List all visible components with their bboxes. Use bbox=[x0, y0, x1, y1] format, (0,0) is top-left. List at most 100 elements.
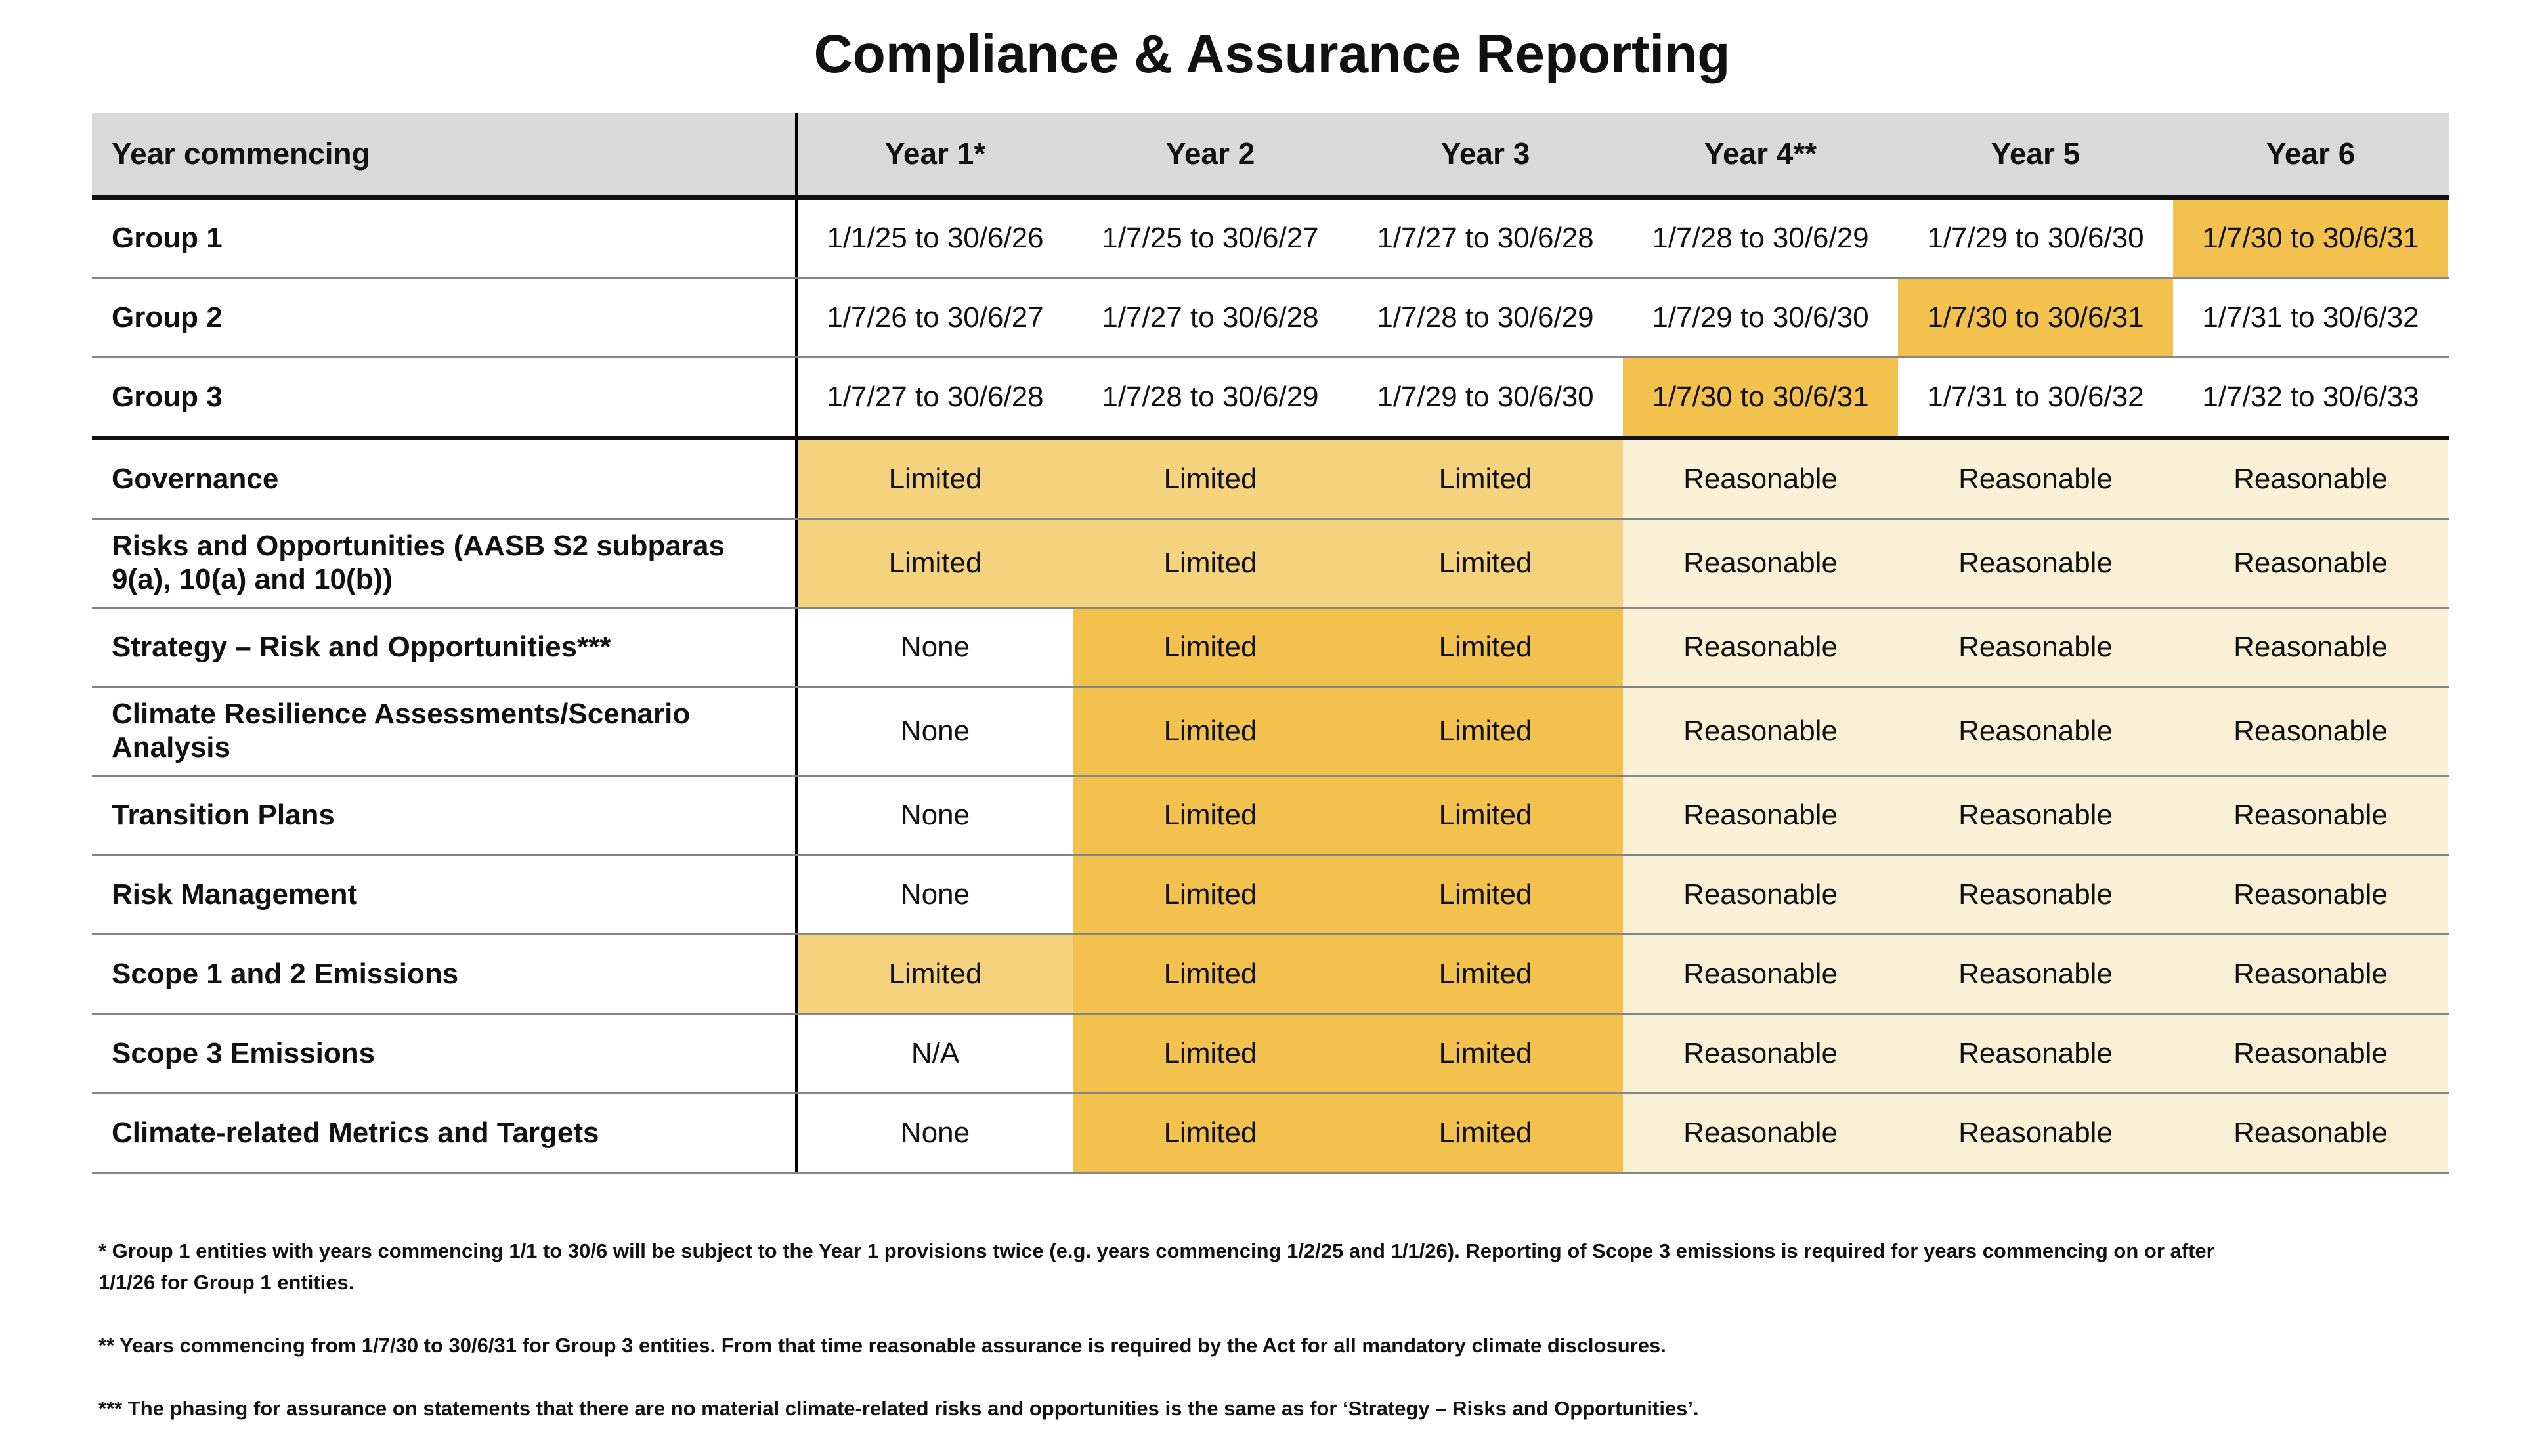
assurance-cell: Limited bbox=[1348, 609, 1623, 686]
row-label: Group 2 bbox=[92, 279, 798, 356]
row-label: Risks and Opportunities (AASB S2 subpara… bbox=[92, 520, 798, 607]
table-row-strategy: Strategy – Risk and Opportunities*** Non… bbox=[92, 609, 2449, 688]
period-cell: 1/7/28 to 30/6/29 bbox=[1377, 301, 1594, 333]
row-label: Climate-related Metrics and Targets bbox=[92, 1094, 798, 1172]
assurance-cell: Reasonable bbox=[1623, 520, 1898, 607]
footnote-2: ** Years commencing from 1/7/30 to 30/6/… bbox=[98, 1334, 1666, 1358]
period-cell: 1/7/25 to 30/6/27 bbox=[1102, 221, 1319, 254]
assurance-cell: Reasonable bbox=[1623, 440, 1898, 518]
assurance-cell: Reasonable bbox=[1898, 688, 2173, 775]
period-cell: 1/7/31 to 30/6/32 bbox=[2202, 301, 2419, 333]
assurance-cell: Reasonable bbox=[1623, 1094, 1898, 1172]
table-header-row: Year commencing Year 1* Year 2 Year 3 Ye… bbox=[92, 113, 2449, 200]
assurance-cell: Reasonable bbox=[2173, 688, 2448, 775]
period-cell: 1/7/32 to 30/6/33 bbox=[2202, 380, 2419, 413]
assurance-cell: Reasonable bbox=[1623, 688, 1898, 775]
row-label: Risk Management bbox=[92, 856, 798, 933]
table-row-group-3: Group 3 1/7/27 to 30/6/28 1/7/28 to 30/6… bbox=[92, 358, 2449, 440]
assurance-cell: Limited bbox=[1348, 688, 1623, 775]
table-row-metrics-and-targets: Climate-related Metrics and Targets None… bbox=[92, 1094, 2449, 1174]
assurance-cell: Limited bbox=[1073, 935, 1348, 1013]
assurance-cell: None bbox=[900, 798, 970, 831]
assurance-cell: N/A bbox=[911, 1037, 960, 1069]
assurance-cell: Reasonable bbox=[2173, 609, 2448, 686]
assurance-cell: Limited bbox=[1073, 609, 1348, 686]
assurance-cell: Limited bbox=[1073, 856, 1348, 933]
assurance-cell: Limited bbox=[1073, 688, 1348, 775]
assurance-cell: Reasonable bbox=[2173, 777, 2448, 854]
table-row-transition-plans: Transition Plans None Limited Limited Re… bbox=[92, 777, 2449, 856]
header-year-6: Year 6 bbox=[2266, 137, 2356, 171]
assurance-cell: Reasonable bbox=[1623, 777, 1898, 854]
assurance-cell: Reasonable bbox=[2173, 1094, 2448, 1172]
period-cell: 1/7/31 to 30/6/32 bbox=[1927, 380, 2144, 413]
page-title: Compliance & Assurance Reporting bbox=[813, 24, 1731, 84]
table-row-risk-management: Risk Management None Limited Limited Rea… bbox=[92, 856, 2449, 935]
period-cell: 1/7/29 to 30/6/30 bbox=[1927, 221, 2144, 254]
assurance-cell: Limited bbox=[798, 935, 1073, 1013]
row-label: Strategy – Risk and Opportunities*** bbox=[92, 609, 798, 686]
row-label: Scope 1 and 2 Emissions bbox=[92, 935, 798, 1013]
period-cell-highlighted: 1/7/30 to 30/6/31 bbox=[1623, 358, 1898, 436]
row-label: Group 1 bbox=[92, 200, 798, 277]
assurance-cell: Reasonable bbox=[2173, 935, 2448, 1013]
assurance-cell: Limited bbox=[1073, 1094, 1348, 1172]
assurance-cell: Reasonable bbox=[1623, 856, 1898, 933]
table-row-governance: Governance Limited Limited Limited Reaso… bbox=[92, 440, 2449, 520]
period-cell: 1/7/29 to 30/6/30 bbox=[1377, 380, 1594, 413]
assurance-cell: Limited bbox=[1348, 935, 1623, 1013]
assurance-cell: Reasonable bbox=[1898, 609, 2173, 686]
assurance-cell: Limited bbox=[1348, 856, 1623, 933]
table-row-scope-3-emissions: Scope 3 Emissions N/A Limited Limited Re… bbox=[92, 1015, 2449, 1094]
period-cell: 1/7/27 to 30/6/28 bbox=[1102, 301, 1319, 333]
assurance-cell: Limited bbox=[1348, 520, 1623, 607]
period-cell: 1/1/25 to 30/6/26 bbox=[827, 221, 1044, 254]
assurance-cell: Reasonable bbox=[1623, 1015, 1898, 1092]
assurance-cell: Reasonable bbox=[2173, 1015, 2448, 1092]
assurance-cell: Limited bbox=[1348, 1015, 1623, 1092]
header-year-1: Year 1* bbox=[884, 137, 986, 171]
assurance-cell: Reasonable bbox=[1623, 609, 1898, 686]
assurance-cell: Reasonable bbox=[1898, 520, 2173, 607]
assurance-cell: Limited bbox=[1348, 440, 1623, 518]
period-cell-highlighted: 1/7/30 to 30/6/31 bbox=[2173, 200, 2448, 277]
header-year-3: Year 3 bbox=[1440, 137, 1530, 171]
assurance-cell: Limited bbox=[798, 440, 1073, 518]
footnote-1: * Group 1 entities with years commencing… bbox=[98, 1239, 2214, 1295]
period-cell: 1/7/27 to 30/6/28 bbox=[827, 380, 1044, 413]
assurance-cell: Reasonable bbox=[1898, 935, 2173, 1013]
assurance-cell: Reasonable bbox=[1898, 1094, 2173, 1172]
assurance-cell: Limited bbox=[1073, 777, 1348, 854]
header-year-2: Year 2 bbox=[1165, 137, 1255, 171]
table-row-group-2: Group 2 1/7/26 to 30/6/27 1/7/27 to 30/6… bbox=[92, 279, 2449, 358]
period-cell: 1/7/26 to 30/6/27 bbox=[827, 301, 1044, 333]
row-label: Group 3 bbox=[92, 358, 798, 436]
assurance-cell: None bbox=[900, 1116, 970, 1149]
assurance-cell: Limited bbox=[1073, 1015, 1348, 1092]
assurance-cell: None bbox=[900, 630, 970, 663]
header-year-commencing: Year commencing bbox=[92, 113, 798, 195]
table-row-group-1: Group 1 1/1/25 to 30/6/26 1/7/25 to 30/6… bbox=[92, 200, 2449, 279]
assurance-cell: Reasonable bbox=[2173, 440, 2448, 518]
assurance-cell: Limited bbox=[1348, 777, 1623, 854]
footnotes: * Group 1 entities with years commencing… bbox=[98, 1204, 2446, 1456]
table-row-risks-and-opportunities: Risks and Opportunities (AASB S2 subpara… bbox=[92, 520, 2449, 609]
row-label: Climate Resilience Assessments/Scenario … bbox=[92, 688, 798, 775]
assurance-cell: Limited bbox=[798, 520, 1073, 607]
assurance-cell: Reasonable bbox=[1623, 935, 1898, 1013]
row-label: Scope 3 Emissions bbox=[92, 1015, 798, 1092]
assurance-cell: None bbox=[900, 714, 970, 747]
table-row-scope-1-2-emissions: Scope 1 and 2 Emissions Limited Limited … bbox=[92, 935, 2449, 1015]
assurance-cell: Reasonable bbox=[1898, 856, 2173, 933]
assurance-cell: Reasonable bbox=[1898, 777, 2173, 854]
table-row-climate-resilience: Climate Resilience Assessments/Scenario … bbox=[92, 688, 2449, 777]
compliance-assurance-page: Compliance & Assurance Reporting Year co… bbox=[92, 24, 2449, 1420]
assurance-cell: Reasonable bbox=[2173, 520, 2448, 607]
period-cell-highlighted: 1/7/30 to 30/6/31 bbox=[1898, 279, 2173, 356]
period-cell: 1/7/29 to 30/6/30 bbox=[1652, 301, 1869, 333]
row-label: Transition Plans bbox=[92, 777, 798, 854]
assurance-cell: None bbox=[900, 878, 970, 910]
compliance-table: Year commencing Year 1* Year 2 Year 3 Ye… bbox=[92, 113, 2449, 1174]
assurance-cell: Reasonable bbox=[1898, 1015, 2173, 1092]
period-cell: 1/7/28 to 30/6/29 bbox=[1652, 221, 1869, 254]
